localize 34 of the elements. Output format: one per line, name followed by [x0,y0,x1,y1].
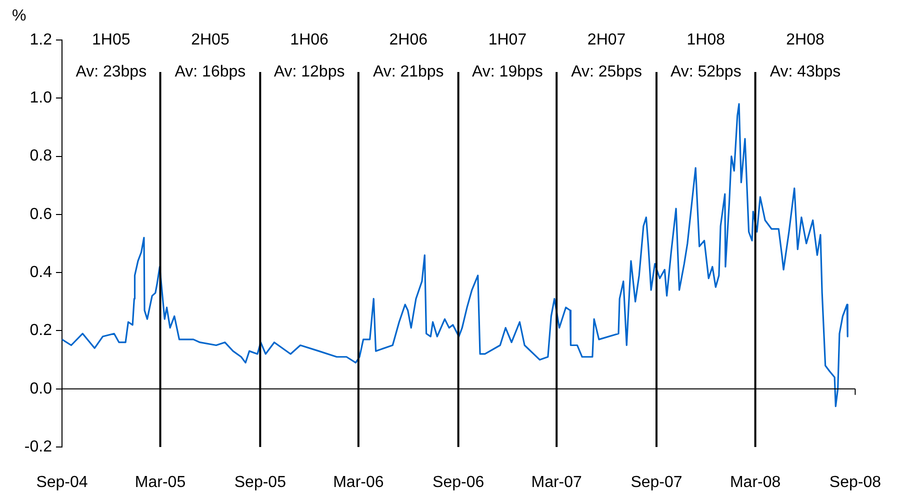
x-tick-label: Mar-08 [730,474,781,492]
y-tick-label: 0.8 [30,148,52,165]
annotation: Av: 25bps [571,63,642,80]
annotation: 2H05 [191,31,230,48]
x-tick-label: Sep-05 [234,474,286,492]
y-tick-label: 0.6 [30,206,52,223]
y-tick-label: 1.0 [30,90,52,107]
x-tick-label: Sep-08 [829,474,882,492]
annotation: Av: 52bps [670,63,742,80]
annotation: Av: 21bps [372,63,444,80]
annotation: Av: 23bps [76,63,147,80]
x-tick-label: Sep-07 [630,474,682,492]
annotation: Av: 19bps [472,63,543,80]
y-tick-label: -0.2 [24,438,52,456]
y-axis-title: % [12,7,26,24]
annotation: 2H08 [786,31,824,48]
y-tick-label: 0.4 [30,264,52,281]
x-tick-label: Mar-06 [333,474,384,492]
annotation: 2H06 [389,31,428,48]
x-tick-label: Sep-06 [432,474,484,492]
annotation: Av: 12bps [274,63,345,80]
annotation: 1H08 [686,31,726,48]
x-tick-label: Mar-07 [531,474,582,492]
annotation: 1H06 [290,31,329,48]
annotation: 1H07 [488,31,527,48]
annotation: Av: 43bps [770,63,841,80]
x-tick-label: Sep-04 [36,474,88,492]
x-tick-label: Mar-05 [134,474,186,492]
y-tick-label: 1.2 [30,31,52,48]
y-tick-label: 0.2 [30,322,52,340]
y-tick-label: 0.0 [30,380,52,398]
annotation: 1H05 [92,31,130,48]
annotation: Av: 16bps [174,63,246,80]
annotation: 2H07 [587,31,626,48]
